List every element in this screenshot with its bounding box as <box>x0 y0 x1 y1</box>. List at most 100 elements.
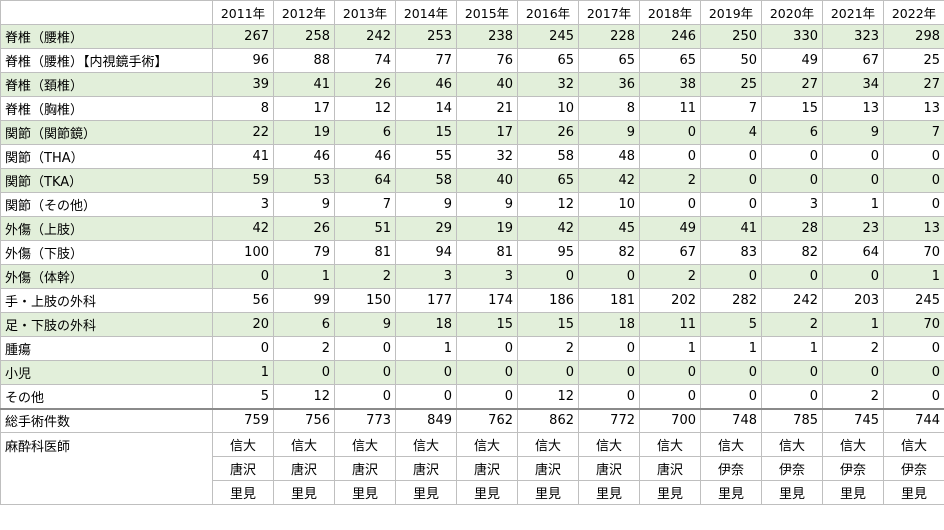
count-cell: 203 <box>822 288 884 313</box>
anesthesiologist-cell: 信大 <box>395 432 457 457</box>
count-cell: 29 <box>395 216 457 241</box>
count-cell: 0 <box>639 192 701 217</box>
count-cell: 150 <box>334 288 396 313</box>
count-cell: 1 <box>273 264 335 289</box>
anesthesiologist-cell: 唐沢 <box>639 456 701 481</box>
total-cell: 744 <box>883 407 944 433</box>
anesthesiologist-cell: 里見 <box>822 480 884 505</box>
count-cell: 10 <box>517 96 579 121</box>
count-cell: 13 <box>883 216 944 241</box>
count-cell: 323 <box>822 24 884 49</box>
count-cell: 0 <box>456 360 518 385</box>
anesthesiologist-cell: 信大 <box>334 432 396 457</box>
table-row: 脊椎（腰椎） 267 258 242 253 238 245 228 246 250 330 323 2… <box>0 24 944 49</box>
row-label: 脊椎（胸椎） <box>0 96 213 121</box>
count-cell: 0 <box>700 144 762 169</box>
count-cell: 76 <box>456 48 518 73</box>
row-label: 小児 <box>0 360 213 385</box>
count-cell: 0 <box>883 192 944 217</box>
count-cell: 39 <box>212 72 274 97</box>
count-cell: 1 <box>883 264 944 289</box>
count-cell: 0 <box>395 384 457 409</box>
count-cell: 12 <box>517 384 579 409</box>
count-cell: 19 <box>273 120 335 145</box>
count-cell: 58 <box>395 168 457 193</box>
row-label: 脊椎（腰椎）【内視鏡手術】 <box>0 48 213 73</box>
year-header: 2011年 <box>212 0 274 25</box>
total-cell: 772 <box>578 407 640 433</box>
count-cell: 0 <box>639 144 701 169</box>
count-cell: 20 <box>212 312 274 337</box>
count-cell: 0 <box>700 384 762 409</box>
table-row: 手・上肢の外科 56 99 150 177 174 186 181 202 282 242 203 24… <box>0 288 944 313</box>
count-cell: 49 <box>761 48 823 73</box>
count-cell: 21 <box>456 96 518 121</box>
count-cell: 0 <box>212 336 274 361</box>
count-cell: 245 <box>883 288 944 313</box>
count-cell: 46 <box>273 144 335 169</box>
count-cell: 100 <box>212 240 274 265</box>
row-label: 脊椎（腰椎） <box>0 24 213 49</box>
row-label: 関節（その他） <box>0 192 213 217</box>
count-cell: 28 <box>761 216 823 241</box>
count-cell: 6 <box>273 312 335 337</box>
count-cell: 0 <box>761 168 823 193</box>
count-cell: 59 <box>212 168 274 193</box>
count-cell: 65 <box>517 168 579 193</box>
count-cell: 174 <box>456 288 518 313</box>
total-cell: 762 <box>456 407 518 433</box>
count-cell: 1 <box>761 336 823 361</box>
count-cell: 0 <box>822 264 884 289</box>
row-label: 脊椎（頚椎） <box>0 72 213 97</box>
count-cell: 0 <box>578 336 640 361</box>
anesthesiologist-cell: 里見 <box>212 480 274 505</box>
count-cell: 23 <box>822 216 884 241</box>
anesthesiologist-cell: 信大 <box>273 432 335 457</box>
count-cell: 0 <box>334 384 396 409</box>
count-cell: 2 <box>273 336 335 361</box>
anesthesiologist-cell: 里見 <box>456 480 518 505</box>
anesthesia-row: 里見 里見 里見 里見 里見 里見 里見 里見 里見 里見 里見 里見 <box>1 480 944 505</box>
count-cell: 1 <box>395 336 457 361</box>
anesthesiologist-cell: 信大 <box>700 432 762 457</box>
count-cell: 40 <box>456 168 518 193</box>
anesthesia-label: 麻酔科医師 <box>0 432 213 505</box>
count-cell: 45 <box>578 216 640 241</box>
count-cell: 27 <box>883 72 944 97</box>
count-cell: 0 <box>578 360 640 385</box>
count-cell: 32 <box>517 72 579 97</box>
count-cell: 330 <box>761 24 823 49</box>
count-cell: 27 <box>761 72 823 97</box>
count-cell: 11 <box>639 312 701 337</box>
total-cell: 700 <box>639 407 701 433</box>
count-cell: 13 <box>883 96 944 121</box>
anesthesiologist-cell: 唐沢 <box>517 456 579 481</box>
count-cell: 14 <box>395 96 457 121</box>
row-label: 外傷（体幹） <box>0 264 213 289</box>
total-cell: 748 <box>700 407 762 433</box>
count-cell: 2 <box>822 384 884 409</box>
table-row: 外傷（上肢） 42 26 51 29 19 42 45 49 41 28 23 13 <box>0 216 944 241</box>
row-label: 手・上肢の外科 <box>0 288 213 313</box>
anesthesiologist-cell: 信大 <box>578 432 640 457</box>
count-cell: 81 <box>456 240 518 265</box>
count-cell: 81 <box>334 240 396 265</box>
table-row: 小児 1 0 0 0 0 0 0 0 0 0 0 0 <box>0 360 944 385</box>
count-cell: 95 <box>517 240 579 265</box>
anesthesiologist-cell: 信大 <box>456 432 518 457</box>
count-cell: 5 <box>700 312 762 337</box>
count-cell: 53 <box>273 168 335 193</box>
count-cell: 8 <box>212 96 274 121</box>
count-cell: 56 <box>212 288 274 313</box>
anesthesiologist-cell: 唐沢 <box>334 456 396 481</box>
count-cell: 5 <box>212 384 274 409</box>
count-cell: 74 <box>334 48 396 73</box>
total-cell: 759 <box>212 407 274 433</box>
count-cell: 0 <box>700 168 762 193</box>
table-row: 外傷（下肢） 100 79 81 94 81 95 82 67 83 82 64 70 <box>0 240 944 265</box>
count-cell: 0 <box>761 384 823 409</box>
count-cell: 82 <box>761 240 823 265</box>
header-corner-cell <box>0 0 213 25</box>
count-cell: 64 <box>334 168 396 193</box>
